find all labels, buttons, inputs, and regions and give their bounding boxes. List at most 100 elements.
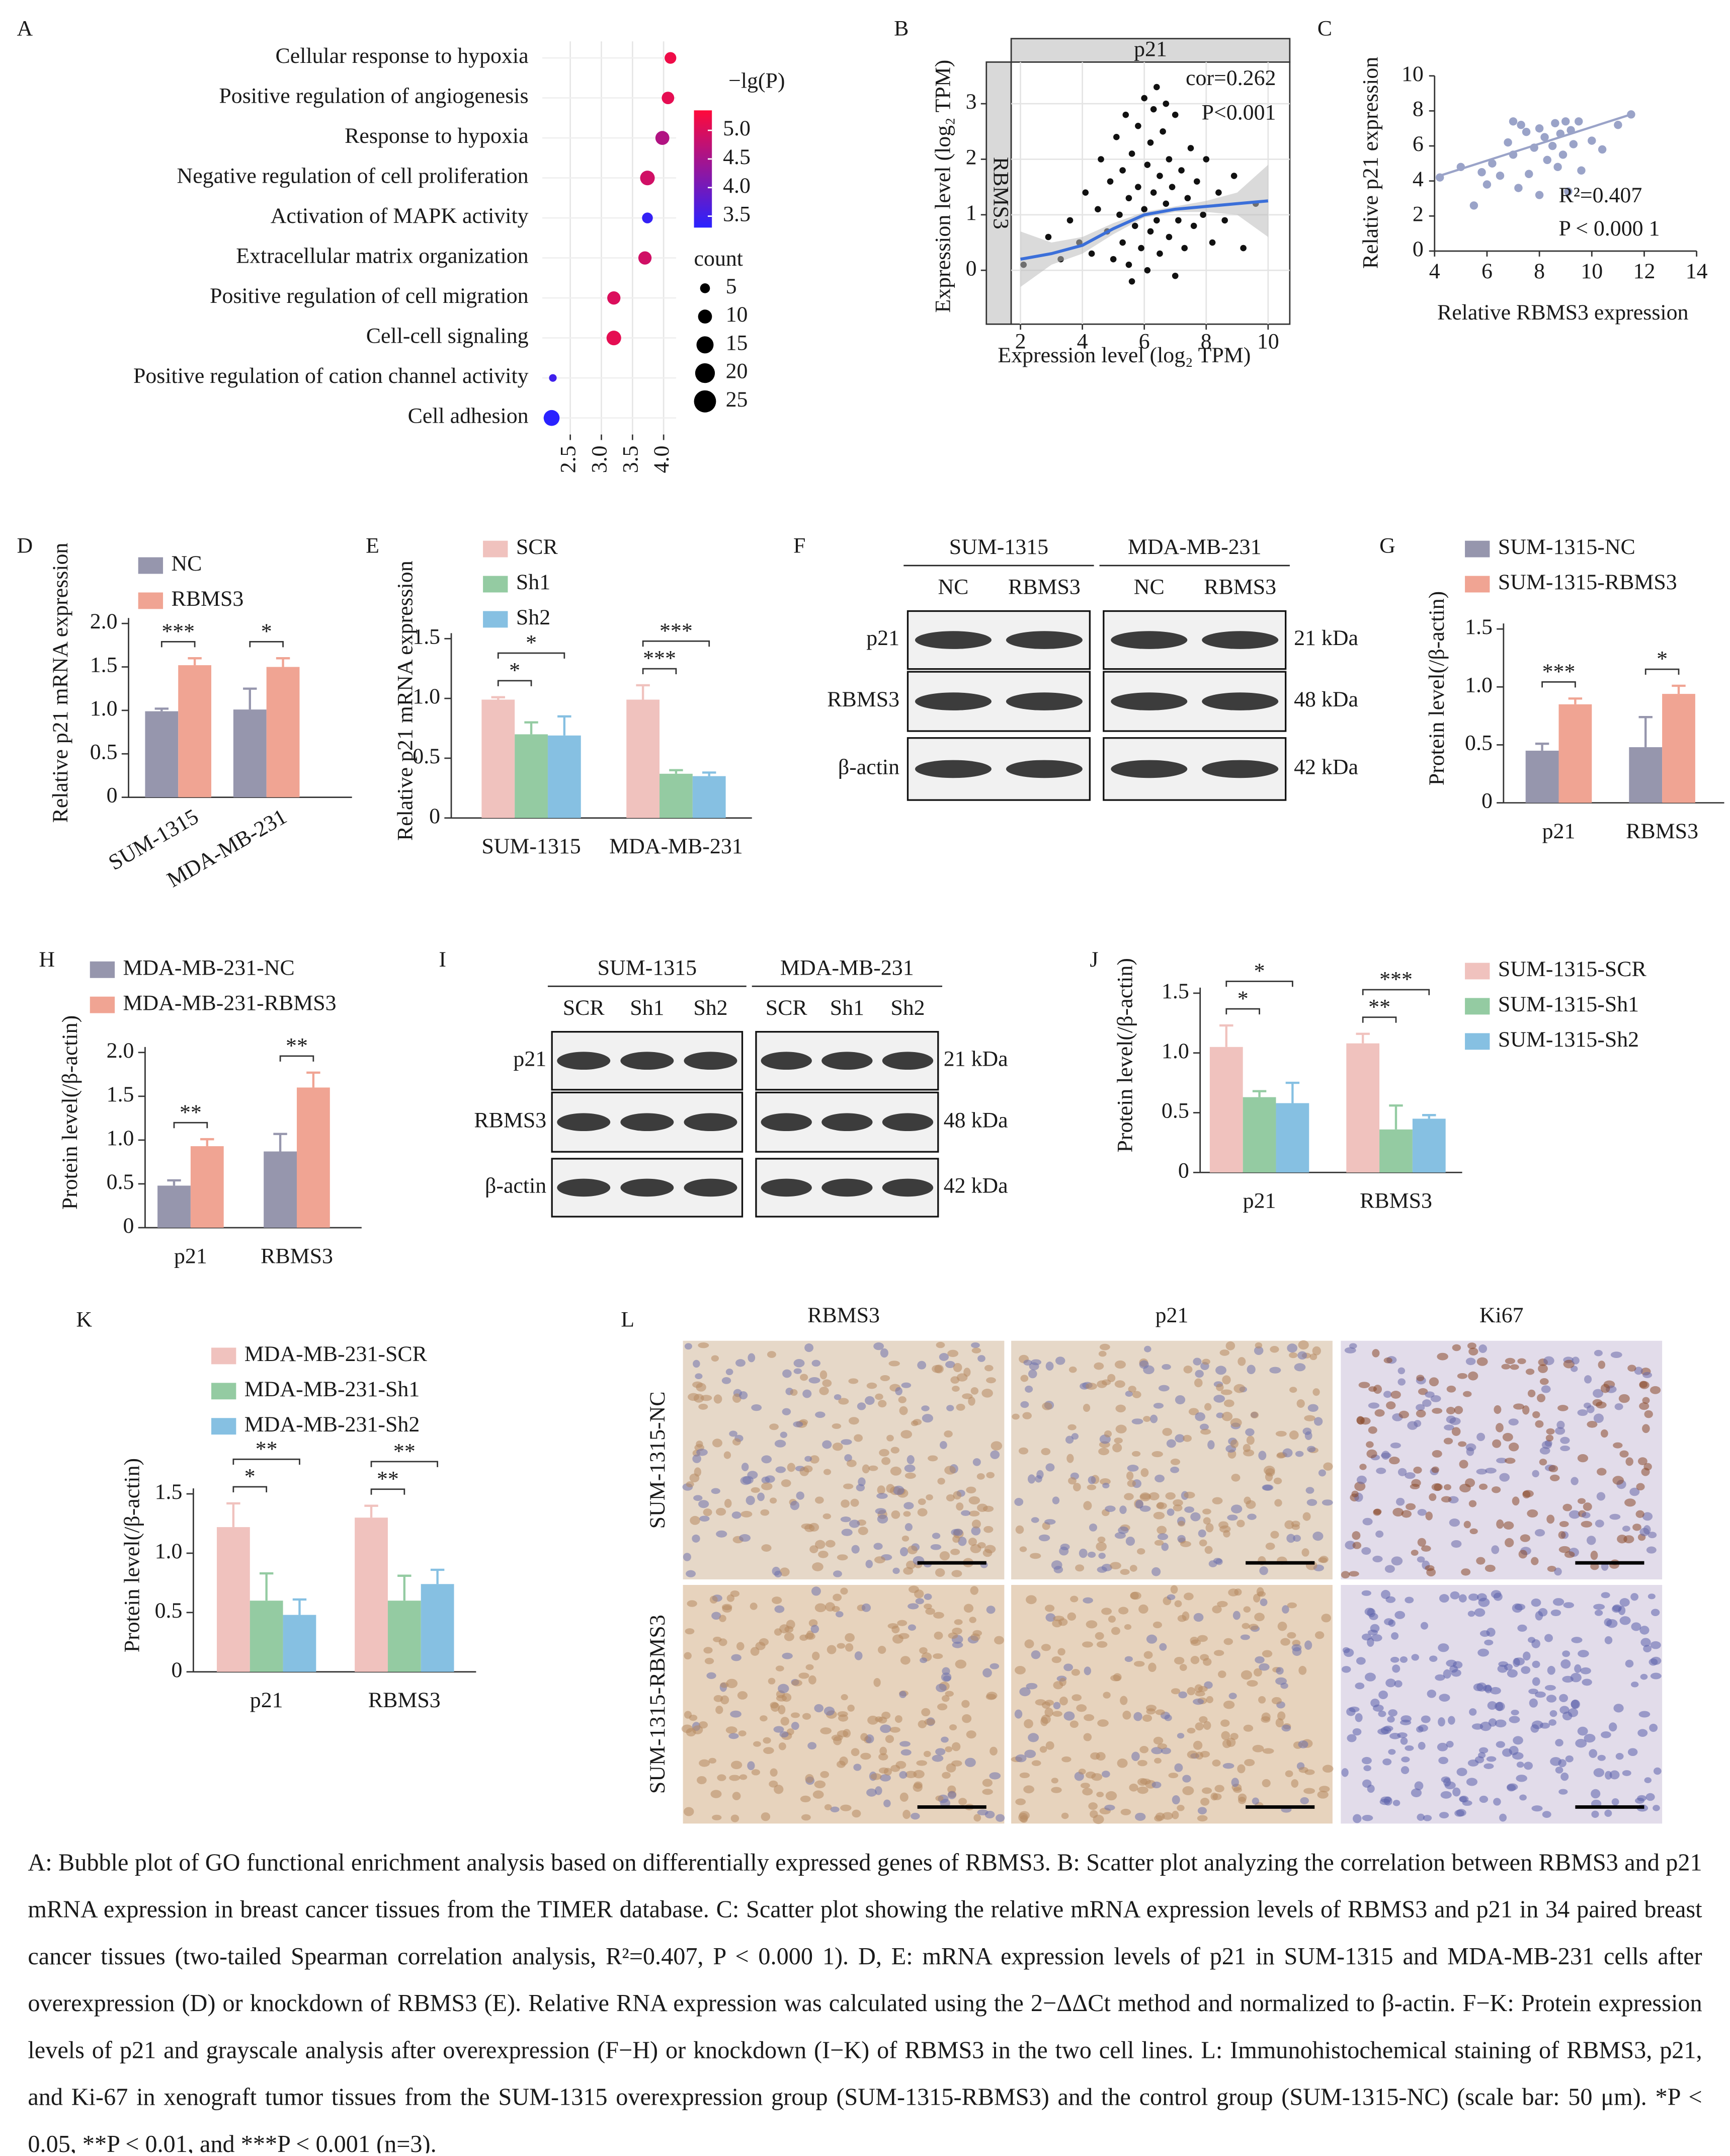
cell (1548, 1465, 1558, 1473)
cell (1135, 1812, 1146, 1821)
cell (1577, 1454, 1589, 1463)
y-tick-label: 4 (1413, 167, 1424, 191)
cell (1653, 1805, 1660, 1811)
y-tick-label: 2.0 (90, 609, 118, 633)
cell (1432, 1408, 1443, 1414)
cell (966, 1486, 976, 1494)
point (1514, 184, 1523, 192)
cell (1222, 1375, 1231, 1385)
cell (1582, 1679, 1592, 1686)
significance-bracket (1362, 1016, 1397, 1023)
cell (1312, 1346, 1321, 1355)
cell (843, 1483, 854, 1489)
cell (770, 1768, 778, 1777)
cell (1105, 1505, 1116, 1512)
cell (1182, 1775, 1191, 1783)
cell (799, 1634, 808, 1641)
cell (1468, 1371, 1478, 1381)
cell (1634, 1797, 1644, 1804)
cell (1245, 1428, 1255, 1436)
cell (1468, 1593, 1479, 1601)
cell (1476, 1557, 1486, 1565)
cell (1593, 1413, 1604, 1423)
cell (849, 1520, 860, 1528)
cell (877, 1514, 888, 1524)
cell (1183, 1365, 1193, 1374)
legend-label: Sh1 (516, 570, 550, 594)
cell (1059, 1678, 1066, 1687)
cell (1276, 1667, 1284, 1675)
significance-label: * (1657, 647, 1668, 671)
point (1482, 180, 1492, 189)
x-tick-label: 3.5 (618, 446, 642, 473)
cell (1343, 1648, 1354, 1657)
cell (781, 1479, 791, 1487)
cell (1259, 1663, 1270, 1671)
cell (1285, 1770, 1293, 1777)
cell (1298, 1767, 1308, 1773)
cell (1035, 1475, 1042, 1483)
point (1240, 245, 1247, 252)
y-tick-label: Cellular response to hypoxia (276, 44, 529, 68)
significance-label: * (1254, 959, 1265, 983)
cell (986, 1472, 995, 1479)
cell (1135, 1499, 1144, 1509)
cell (1639, 1381, 1650, 1389)
cell (1396, 1497, 1405, 1506)
cell (844, 1454, 852, 1462)
y-tick-label: 1.5 (1465, 615, 1493, 639)
cell (1142, 1714, 1152, 1722)
cell (1512, 1496, 1520, 1506)
cell (1556, 1420, 1565, 1429)
cell (1590, 1563, 1599, 1570)
y-axis-label: Protein level(/β-actin) (58, 1015, 82, 1210)
cell (1355, 1713, 1363, 1722)
cell (1110, 1562, 1121, 1570)
cell (1212, 1760, 1221, 1767)
cell (1237, 1520, 1245, 1528)
cell (951, 1570, 962, 1577)
cell (1397, 1367, 1406, 1375)
cell (811, 1360, 821, 1367)
significance-bracket (370, 1488, 405, 1495)
cell (1355, 1683, 1365, 1690)
cell (832, 1443, 843, 1451)
cell (1071, 1433, 1079, 1440)
cell (1197, 1815, 1208, 1822)
cell (1627, 1365, 1636, 1372)
cell (834, 1394, 842, 1400)
cell (690, 1515, 700, 1525)
cell (1544, 1685, 1556, 1691)
cell (1023, 1360, 1032, 1366)
cell (1317, 1790, 1329, 1799)
cell (1406, 1503, 1416, 1510)
cell (924, 1593, 932, 1600)
cell (684, 1343, 692, 1350)
bubble (665, 52, 677, 64)
point (1147, 228, 1154, 235)
cell (1173, 1504, 1183, 1511)
cell (943, 1675, 951, 1682)
cell (853, 1764, 862, 1771)
cell (1372, 1555, 1383, 1563)
cell (1230, 1439, 1239, 1449)
cell (763, 1747, 774, 1754)
cell (1254, 1613, 1265, 1622)
cell (1383, 1796, 1392, 1806)
cell (1476, 1432, 1486, 1442)
cell (1386, 1401, 1396, 1410)
cell (982, 1668, 992, 1678)
group-label: MDA-MB-231 (780, 955, 914, 980)
point (1190, 222, 1197, 229)
cell (1195, 1691, 1205, 1697)
cell (1381, 1453, 1391, 1459)
y-tick-label: 1.5 (90, 653, 118, 677)
annotation: R²=0.407 (1558, 183, 1642, 207)
cell (1486, 1756, 1497, 1762)
point (1525, 170, 1533, 178)
cell (1069, 1720, 1079, 1728)
cell (703, 1647, 713, 1654)
cell (1071, 1668, 1080, 1676)
cell (1190, 1655, 1200, 1664)
cell (1527, 1509, 1538, 1518)
